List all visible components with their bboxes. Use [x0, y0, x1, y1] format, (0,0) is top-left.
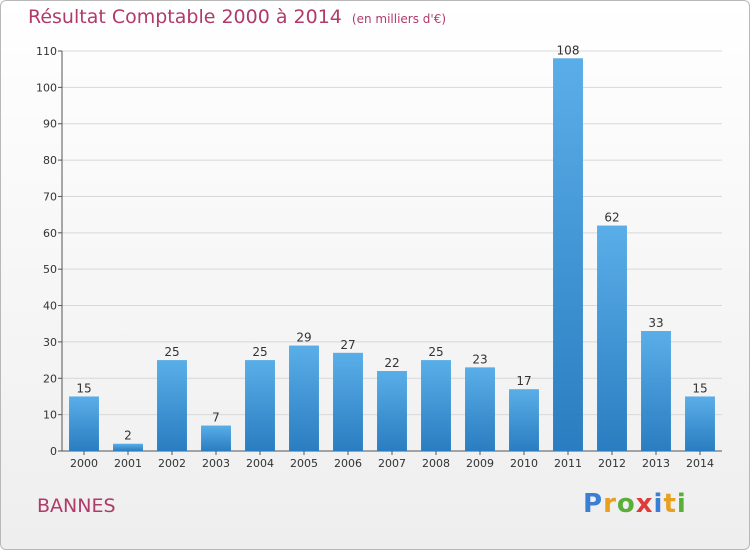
- bar-value-label: 17: [516, 374, 531, 388]
- bar: [245, 360, 275, 451]
- bar: [289, 345, 319, 451]
- y-tick-label: 50: [43, 263, 57, 276]
- bar: [641, 331, 671, 451]
- bar-value-label: 27: [340, 338, 355, 352]
- bar: [69, 396, 99, 451]
- logo-letter: i: [676, 489, 687, 519]
- y-tick-label: 0: [50, 445, 57, 458]
- bar: [421, 360, 451, 451]
- y-tick-label: 40: [43, 300, 57, 313]
- bar-value-label: 108: [557, 43, 580, 57]
- logo-letter: r: [603, 489, 617, 519]
- bar: [377, 371, 407, 451]
- bar: [333, 352, 363, 451]
- chart-title-text: Résultat Comptable 2000 à 2014: [28, 6, 342, 28]
- x-tick-label: 2008: [422, 457, 450, 470]
- bar: [157, 360, 187, 451]
- x-tick-label: 2011: [554, 457, 582, 470]
- x-tick-label: 2007: [378, 457, 406, 470]
- bar-value-label: 25: [164, 345, 179, 359]
- x-tick-label: 2005: [290, 457, 318, 470]
- bar: [509, 389, 539, 451]
- x-tick-label: 2002: [158, 457, 186, 470]
- x-tick-label: 2010: [510, 457, 538, 470]
- logo-letter: P: [583, 489, 604, 519]
- bar-value-label: 23: [472, 352, 487, 366]
- bar-value-label: 25: [252, 345, 267, 359]
- y-tick-label: 90: [43, 118, 57, 131]
- x-tick-label: 2004: [246, 457, 274, 470]
- x-tick-label: 2000: [70, 457, 98, 470]
- logo-letter: i: [653, 489, 664, 519]
- chart-title: Résultat Comptable 2000 à 2014 (en millie…: [28, 6, 446, 28]
- bar-value-label: 22: [384, 356, 399, 370]
- bar-value-label: 29: [296, 331, 311, 345]
- bar: [113, 443, 143, 451]
- y-tick-label: 60: [43, 227, 57, 240]
- bar-value-label: 15: [76, 381, 91, 395]
- logo-letter: o: [616, 489, 636, 519]
- x-tick-label: 2003: [202, 457, 230, 470]
- y-tick-label: 10: [43, 409, 57, 422]
- y-tick-label: 110: [36, 45, 57, 58]
- x-tick-label: 2014: [686, 457, 714, 470]
- y-tick-label: 30: [43, 336, 57, 349]
- x-tick-label: 2001: [114, 457, 142, 470]
- logo-letter: x: [635, 489, 654, 519]
- bar: [597, 225, 627, 451]
- bar: [201, 425, 231, 451]
- bar-value-label: 15: [692, 381, 707, 395]
- y-tick-label: 100: [36, 81, 57, 94]
- chart-subtitle: (en milliers d'€): [351, 12, 447, 26]
- y-tick-label: 80: [43, 154, 57, 167]
- bar-value-label: 2: [124, 429, 132, 443]
- bar: [465, 367, 495, 451]
- bar: [685, 396, 715, 451]
- bar-value-label: 25: [428, 345, 443, 359]
- y-tick-label: 70: [43, 190, 57, 203]
- bar-value-label: 33: [648, 316, 663, 330]
- x-tick-label: 2009: [466, 457, 494, 470]
- x-tick-label: 2013: [642, 457, 670, 470]
- x-tick-label: 2012: [598, 457, 626, 470]
- x-tick-label: 2006: [334, 457, 362, 470]
- bar-value-label: 7: [212, 411, 220, 425]
- bar-value-label: 62: [604, 211, 619, 225]
- logo-letter: t: [663, 489, 677, 519]
- bar: [553, 58, 583, 451]
- y-tick-label: 20: [43, 372, 57, 385]
- proxiti-logo: Proxiti: [583, 489, 687, 519]
- commune-name: BANNES: [37, 495, 116, 517]
